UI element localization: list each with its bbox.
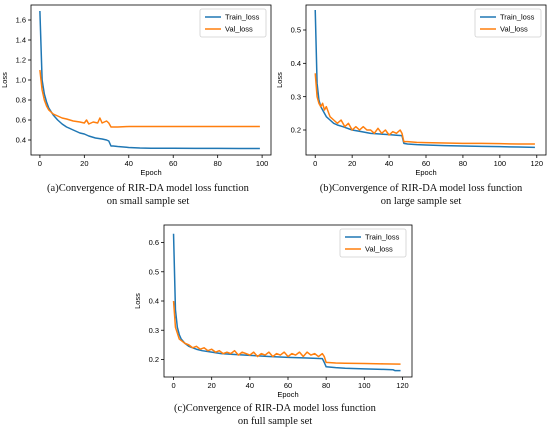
y-tick-label-a-2: 0.8 (16, 96, 26, 105)
legend-label-b-train: Train_loss (500, 13, 535, 22)
x-tick-label-c-0: 0 (171, 381, 175, 390)
y-tick-label-c-1: 0.3 (149, 326, 159, 335)
y-tick-label-b-1: 0.3 (291, 92, 301, 101)
x-tick-label-a-2: 40 (125, 159, 133, 168)
y-tick-label-c-0: 0.2 (149, 355, 159, 364)
legend-label-a-train: Train_loss (225, 13, 260, 22)
chart-panel-c: 0 20 40 60 80 100 120 0.2 0.3 0.4 0.5 0.6 Epoch Loss T… (133, 224, 413, 399)
legend-a (199, 8, 267, 38)
legend-label-c-train: Train_loss (365, 233, 400, 242)
y-tick-label-b-0: 0.2 (291, 126, 301, 135)
caption-a-line1: (a)Convergence of RIR-DA model loss func… (47, 183, 249, 194)
caption-b-line1: (b)Convergence of RIR-DA model loss func… (319, 183, 523, 194)
x-tick-label-a-4: 80 (213, 159, 221, 168)
chart-panel-b: 0 20 40 60 80 100 120 0.2 0.3 0.4 0.5 Epoch Loss Trai… (275, 4, 547, 177)
legend-label-b-val: Val_loss (500, 25, 528, 34)
x-axis-label-c: Epoch (277, 390, 298, 399)
x-tick-label-b-4: 80 (459, 159, 467, 168)
x-tick-label-c-5: 100 (358, 381, 371, 390)
caption-b: (b)Convergence of RIR-DA model loss func… (293, 182, 549, 208)
series-line-c-val (172, 300, 401, 365)
y-tick-label-a-4: 1.2 (16, 56, 26, 65)
x-tick-label-a-0: 0 (38, 159, 42, 168)
x-tick-label-a-3: 60 (169, 159, 177, 168)
caption-c: (c)Convergence of RIR-DA model loss func… (140, 402, 410, 428)
y-tick-label-c-2: 0.4 (149, 297, 159, 306)
series-line-b-val (314, 73, 535, 145)
x-axis-label-b: Epoch (415, 168, 436, 177)
y-tick-label-a-1: 0.6 (16, 116, 26, 125)
x-tick-label-b-0: 0 (313, 159, 317, 168)
x-tick-label-b-2: 40 (385, 159, 393, 168)
x-tick-label-a-5: 100 (256, 159, 269, 168)
x-tick-label-c-6: 120 (396, 381, 409, 390)
x-tick-label-c-3: 60 (284, 381, 292, 390)
legend-b (474, 8, 542, 38)
y-axis-label-a: Loss (0, 72, 9, 88)
chart-panel-a: 0 20 40 60 80 100 0.4 0.6 0.8 1.0 1.2 1.4 1.6 Epoch Lo… (0, 4, 272, 177)
y-tick-label-b-3: 0.5 (291, 26, 301, 35)
x-axis-label-a: Epoch (140, 168, 161, 177)
x-tick-label-b-5: 100 (494, 159, 507, 168)
caption-a: (a)Convergence of RIR-DA model loss func… (18, 182, 278, 208)
series-line-a-val (39, 69, 260, 128)
caption-b-line2: on large sample set (380, 196, 462, 207)
x-tick-label-c-2: 40 (246, 381, 254, 390)
y-tick-label-c-3: 0.5 (149, 267, 159, 276)
caption-c-line2: on full sample set (237, 416, 313, 427)
x-tick-label-b-6: 120 (531, 159, 544, 168)
caption-a-line2: on small sample set (106, 196, 190, 207)
y-tick-label-b-2: 0.4 (291, 59, 301, 68)
legend-c (339, 228, 407, 258)
legend-label-a-val: Val_loss (225, 25, 253, 34)
y-tick-label-c-4: 0.6 (149, 238, 159, 247)
y-axis-label-b: Loss (275, 72, 284, 88)
series-line-b-train (314, 9, 535, 149)
x-tick-label-a-1: 20 (80, 159, 88, 168)
x-tick-label-c-1: 20 (208, 381, 216, 390)
x-tick-label-b-1: 20 (348, 159, 356, 168)
y-tick-label-a-6: 1.6 (16, 16, 26, 25)
legend-label-c-val: Val_loss (365, 245, 393, 254)
y-tick-label-a-5: 1.4 (16, 36, 26, 45)
caption-c-line1: (c)Convergence of RIR-DA model loss func… (174, 403, 376, 414)
x-tick-label-b-3: 60 (422, 159, 430, 168)
y-tick-label-a-0: 0.4 (16, 136, 26, 145)
x-tick-label-c-4: 80 (322, 381, 330, 390)
y-tick-label-a-3: 1.0 (16, 76, 26, 85)
y-axis-label-c: Loss (133, 293, 142, 309)
